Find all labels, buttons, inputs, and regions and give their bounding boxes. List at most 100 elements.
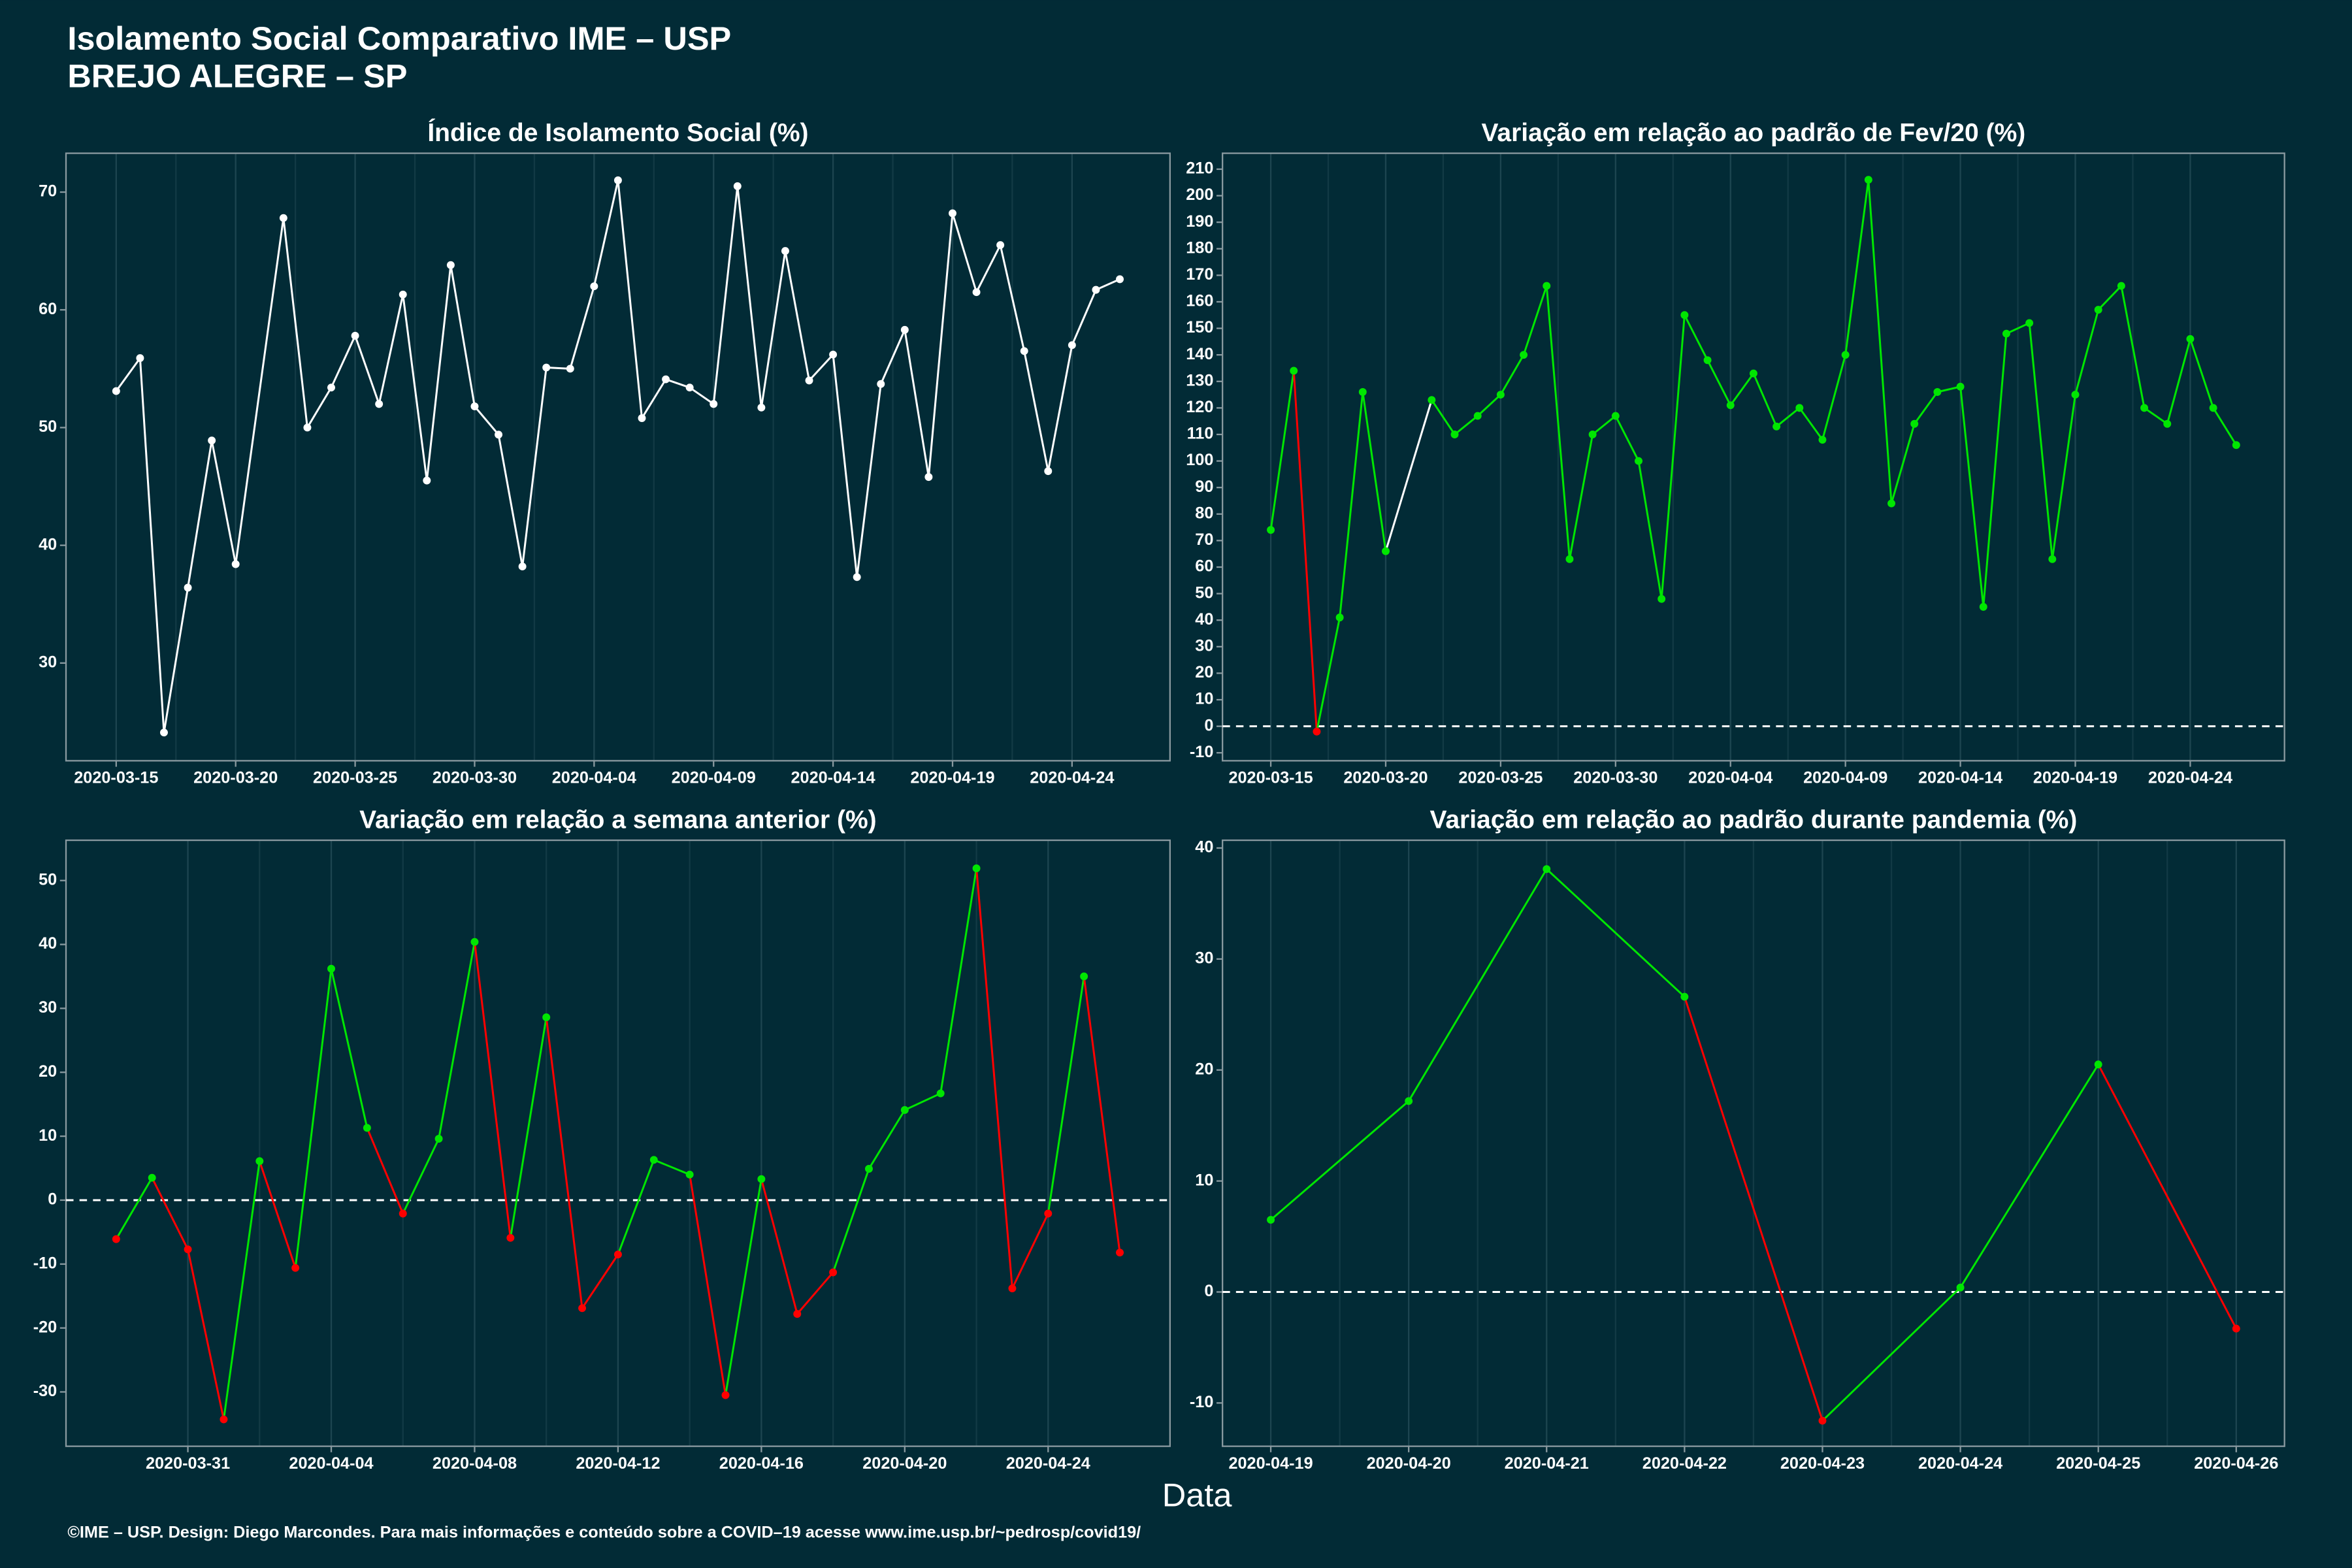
line-segment bbox=[2166, 338, 2191, 425]
point bbox=[2094, 306, 2102, 314]
line-segment bbox=[868, 1109, 906, 1169]
line-segment bbox=[306, 387, 333, 429]
line-segment bbox=[1362, 391, 1387, 551]
panel-title: Índice de Isolamento Social (%) bbox=[427, 118, 808, 147]
point bbox=[1635, 457, 1642, 465]
line-segment bbox=[449, 265, 476, 407]
y-tick-label: 10 bbox=[1195, 690, 1213, 708]
line-segment bbox=[2051, 394, 2076, 560]
point bbox=[1267, 1216, 1275, 1224]
line-segment bbox=[1407, 868, 1548, 1102]
point bbox=[327, 964, 335, 973]
y-tick-label: 150 bbox=[1186, 318, 1213, 336]
line-segment bbox=[163, 587, 189, 733]
line-segment bbox=[366, 1127, 404, 1215]
x-tick-label: 2020-04-19 bbox=[1228, 1454, 1313, 1473]
point bbox=[877, 380, 885, 388]
point bbox=[112, 1235, 120, 1243]
line-segment bbox=[1660, 315, 1686, 599]
point bbox=[2232, 441, 2240, 449]
line-segment bbox=[904, 329, 930, 478]
y-tick-label: 140 bbox=[1186, 345, 1213, 363]
point bbox=[662, 375, 670, 384]
point bbox=[936, 1089, 945, 1098]
point bbox=[1933, 388, 1942, 396]
y-tick-label: 50 bbox=[39, 417, 57, 436]
point bbox=[2048, 555, 2057, 563]
point bbox=[1267, 526, 1275, 534]
panel-title: Variação em relação a semana anterior (%… bbox=[359, 806, 877, 834]
line-segment bbox=[402, 1138, 440, 1215]
y-tick-label: 40 bbox=[39, 535, 57, 553]
chart-title: Isolamento Social Comparativo IME – USP bbox=[67, 20, 731, 57]
point bbox=[1795, 404, 1804, 412]
x-tick-label: 2020-04-24 bbox=[1918, 1454, 2002, 1473]
point bbox=[949, 209, 956, 218]
line-segment bbox=[2120, 286, 2146, 408]
line-segment bbox=[330, 335, 356, 388]
x-axis-label: Data bbox=[1162, 1476, 1233, 1513]
line-segment bbox=[222, 1161, 261, 1420]
point bbox=[578, 1304, 587, 1313]
point bbox=[1335, 613, 1344, 622]
point bbox=[1044, 1209, 1053, 1218]
line-segment bbox=[2074, 309, 2100, 395]
point bbox=[613, 176, 622, 184]
point bbox=[351, 331, 359, 340]
point bbox=[2163, 419, 2172, 428]
point bbox=[996, 241, 1005, 250]
line-segment bbox=[1684, 314, 1708, 361]
line-segment bbox=[187, 440, 213, 588]
point bbox=[1520, 351, 1528, 359]
line-segment bbox=[1729, 372, 1755, 406]
point bbox=[1956, 1283, 1965, 1292]
point bbox=[495, 431, 503, 439]
point bbox=[112, 387, 120, 395]
line-segment bbox=[282, 218, 308, 428]
line-segment bbox=[689, 386, 715, 405]
point bbox=[1565, 555, 1574, 563]
y-tick-label: 10 bbox=[39, 1126, 57, 1145]
y-tick-label: 100 bbox=[1186, 451, 1213, 469]
point bbox=[2209, 404, 2217, 412]
line-segment bbox=[473, 941, 512, 1238]
point bbox=[327, 384, 335, 392]
x-tick-label: 2020-04-04 bbox=[552, 769, 636, 787]
line-segment bbox=[617, 1159, 655, 1255]
line-segment bbox=[1545, 286, 1571, 559]
y-tick-label: 40 bbox=[1195, 610, 1213, 629]
line-segment bbox=[808, 353, 834, 382]
point bbox=[1611, 412, 1620, 420]
y-tick-label: 0 bbox=[48, 1190, 57, 1209]
point bbox=[399, 1209, 407, 1218]
point bbox=[470, 938, 479, 946]
line-segment bbox=[210, 440, 237, 564]
line-segment bbox=[832, 1168, 870, 1273]
y-tick-label: 180 bbox=[1186, 238, 1213, 257]
point bbox=[434, 1135, 443, 1143]
point bbox=[2094, 1060, 2102, 1069]
y-tick-label: -10 bbox=[1190, 1393, 1214, 1411]
point bbox=[303, 423, 312, 432]
x-tick-label: 2020-04-23 bbox=[1780, 1454, 1865, 1473]
x-tick-label: 2020-04-08 bbox=[433, 1454, 517, 1473]
line-segment bbox=[521, 367, 547, 567]
line-segment bbox=[1959, 386, 1985, 608]
x-tick-label: 2020-03-20 bbox=[1343, 769, 1428, 787]
y-tick-label: -20 bbox=[33, 1318, 57, 1336]
y-tick-label: 40 bbox=[1195, 838, 1213, 857]
footer: ©IME – USP. Design: Diego Marcondes. Par… bbox=[67, 1524, 1141, 1542]
x-tick-label: 2020-04-09 bbox=[672, 769, 756, 787]
line-segment bbox=[546, 367, 570, 370]
x-tick-label: 2020-04-20 bbox=[862, 1454, 947, 1473]
line-segment bbox=[1844, 179, 1870, 355]
line-segment bbox=[1269, 370, 1295, 531]
point bbox=[1358, 388, 1367, 396]
point bbox=[1068, 341, 1076, 350]
point bbox=[721, 1391, 730, 1399]
line-segment bbox=[1339, 391, 1364, 618]
line-segment bbox=[497, 434, 524, 567]
line-segment bbox=[1776, 407, 1801, 427]
point bbox=[1543, 865, 1551, 874]
